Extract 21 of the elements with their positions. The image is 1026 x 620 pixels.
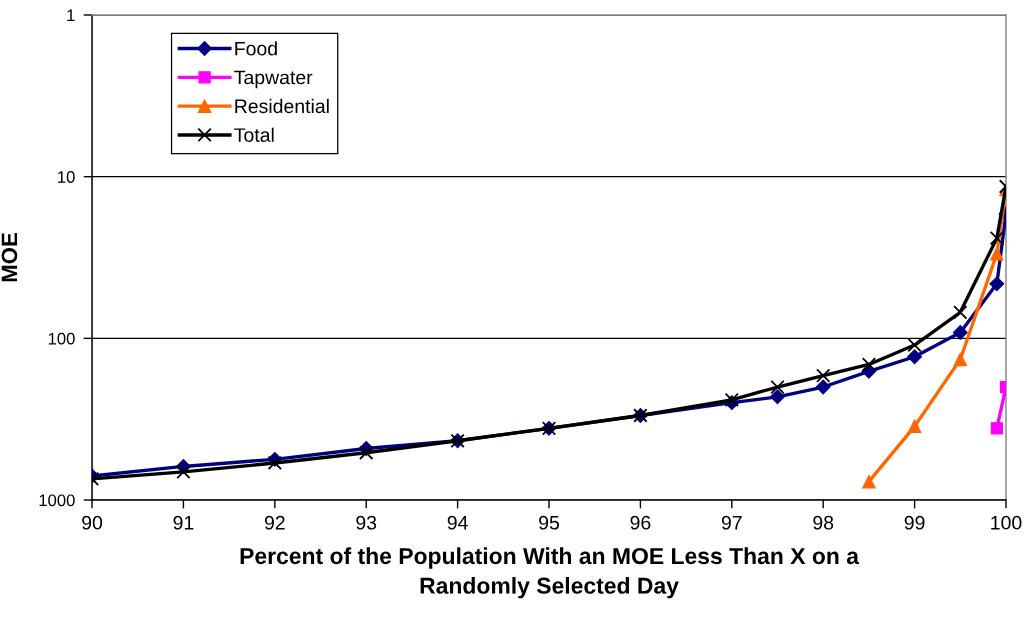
- legend-label: Food: [235, 41, 277, 56]
- y-tick-label: 100: [48, 332, 75, 345]
- x-tick-label: 97: [721, 515, 742, 530]
- x-tick-label: 91: [173, 515, 194, 530]
- y-axis-title: MOE: [1, 233, 18, 282]
- x-axis-title: Percent of the Population With an MOE Less Than X on a Randomly Selected Day: [240, 547, 860, 599]
- x-tick-label: 95: [539, 515, 560, 530]
- x-tick-label: 98: [813, 515, 834, 530]
- legend-label: Total: [234, 127, 274, 142]
- x-tick-label: 99: [904, 515, 925, 530]
- x-tick-label: 96: [630, 515, 651, 530]
- legend-label: Residential: [235, 98, 329, 114]
- x-tick-label: 94: [447, 515, 468, 530]
- x-tick-label: 100: [991, 515, 1022, 530]
- y-tick-label: 1000: [39, 494, 75, 507]
- y-tick-label: 10: [58, 171, 75, 183]
- x-tick-label: 90: [82, 515, 103, 530]
- x-tick-label: 93: [356, 515, 377, 530]
- legend-label: Tapwater: [234, 70, 313, 89]
- x-tick-label: 92: [264, 515, 285, 530]
- y-tick-label: 1: [67, 9, 75, 22]
